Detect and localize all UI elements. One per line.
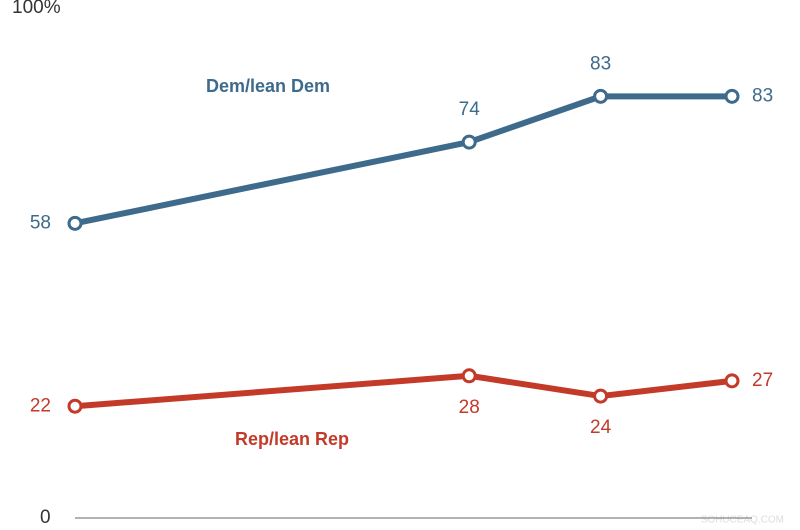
data-label: 83 [590, 53, 611, 74]
marker [724, 373, 740, 389]
marker [593, 388, 609, 404]
data-label: 22 [30, 395, 51, 416]
data-label: 24 [590, 417, 612, 438]
y-tick-label: 0 [40, 507, 51, 528]
data-label: 74 [459, 99, 481, 120]
marker [593, 88, 609, 104]
data-label: 28 [459, 397, 480, 418]
series-line [74, 93, 732, 227]
marker [67, 215, 83, 231]
data-label: 58 [30, 212, 51, 233]
watermark: SOHUCEAQ.COM [701, 515, 784, 526]
series-name: Rep/lean Rep [235, 429, 349, 449]
marker [67, 398, 83, 414]
series-name: Dem/lean Dem [206, 76, 330, 96]
series-line [74, 372, 733, 410]
data-label: 83 [752, 85, 773, 106]
marker [461, 134, 477, 150]
y-tick-label: 100% [12, 0, 61, 18]
marker [461, 368, 477, 384]
marker [724, 88, 740, 104]
data-label: 27 [752, 370, 773, 391]
